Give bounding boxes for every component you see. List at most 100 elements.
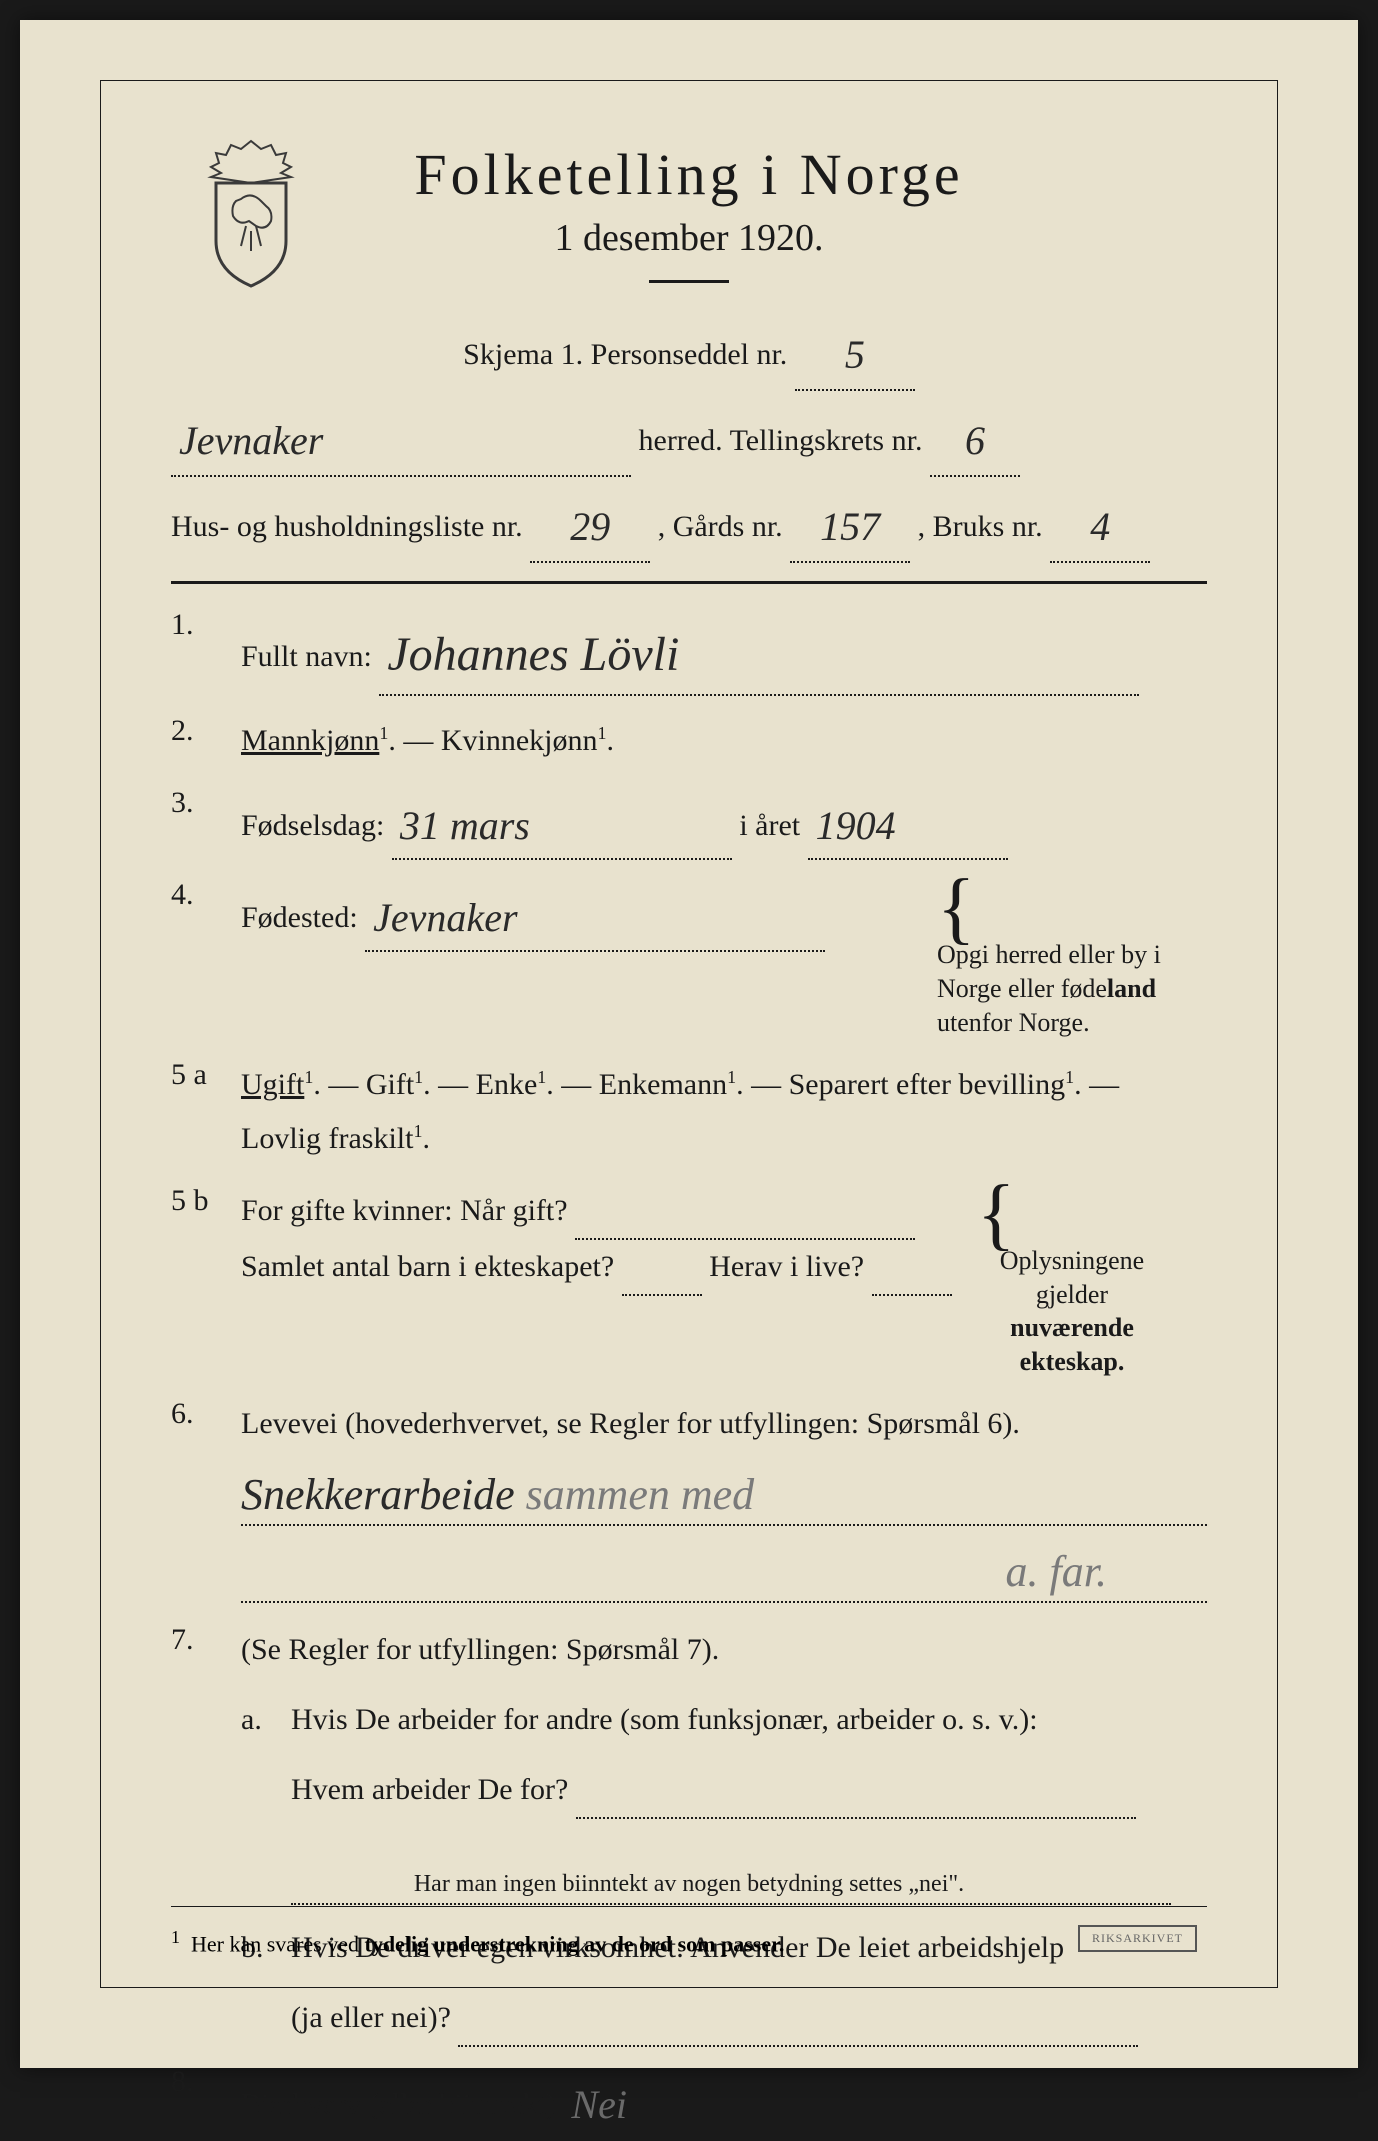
q3-label-a: Fødselsdag: [241,809,384,842]
title-underline [649,280,729,283]
q2-num: 2. [171,714,241,768]
q6-label: Levevei (hovederhvervet, se Regler for u… [241,1407,1020,1440]
q3-value-b: 1904 [816,790,896,862]
q7-body: (Se Regler for utfyllingen: Spørsmål 7).… [241,1623,1207,2047]
q5b-field1 [575,1184,915,1240]
tellingskrets-field: 6 [930,399,1020,477]
q6-body: Levevei (hovederhvervet, se Regler for u… [241,1397,1207,1451]
q5a-num: 5 a [171,1058,241,1166]
husliste-nr: 29 [570,489,610,565]
q3-field-b: 1904 [808,786,1008,860]
q4-value: Jevnaker [373,882,517,954]
q4-field: Jevnaker [365,878,825,952]
q4-note: Opgi herred eller by i Norge eller fødel… [937,938,1167,1039]
q4-label: Fødested: [241,901,358,934]
husliste-line: Hus- og husholdningsliste nr. 29 , Gårds… [171,485,1207,563]
q5b: 5 b For gifte kvinner: Når gift? Samlet … [171,1184,1207,1379]
footnote-sup: 1 [171,1927,180,1947]
q2-body: Mannkjønn1. — Kvinnekjønn1. [241,714,1207,768]
q2: 2. Mannkjønn1. — Kvinnekjønn1. [171,714,1207,768]
q3-num: 3. [171,786,241,860]
q5b-main: For gifte kvinner: Når gift? Samlet anta… [241,1184,967,1296]
q3-label-b: i året [739,809,800,842]
q4: 4. Fødested: Jevnaker { Opgi herred elle… [171,878,1207,1039]
q1-num: 1. [171,608,241,696]
q3-value-a: 31 mars [400,790,530,862]
q2-sup2: 1 [597,723,606,743]
q6: 6. Levevei (hovederhvervet, se Regler fo… [171,1397,1207,1451]
q4-note-wrap: { Opgi herred eller by i Norge eller fød… [927,878,1207,1039]
tellingskrets-nr: 6 [965,403,985,479]
husliste-label: Hus- og husholdningsliste nr. [171,510,523,543]
q6-val1: Snekkerarbeide [241,1470,515,1519]
gards-nr: 157 [820,489,880,565]
q5b-note: Oplysningene gjelder nuværende ekteskap. [977,1244,1167,1379]
q5b-note-wrap: { Oplysningene gjelder nuværende ekteska… [967,1184,1207,1379]
q5a-ugift: Ugift [241,1068,304,1101]
q5b-field2 [622,1240,702,1296]
q4-num: 4. [171,878,241,1039]
main-title: Folketelling i Norge [171,141,1207,208]
bruks-field: 4 [1050,485,1150,563]
footnote-1: Har man ingen biinntekt av nogen betydni… [171,1871,1207,1898]
q5b-line2a: Samlet antal barn i ekteskapet? [241,1250,614,1283]
header: Folketelling i Norge 1 desember 1920. [171,131,1207,283]
brace-icon-2: { [977,1184,1015,1244]
q7a-line1: Hvis De arbeider for andre (som funksjon… [291,1693,1171,1747]
footnote-2: 1 Her kan svares ved tydelig understrekn… [171,1927,1207,1957]
footnote-rule [171,1906,1207,1907]
q5a-body: Ugift1. — Gift1. — Enke1. — Enkemann1. —… [241,1058,1207,1166]
q8-field: Nei [563,2065,1083,2139]
q5a: 5 a Ugift1. — Gift1. — Enke1. — Enkemann… [171,1058,1207,1166]
q2-opt1: Mannkjønn [241,724,379,757]
q8: 8. Bierhverv (eller biinntekt) Nei [171,2065,1207,2139]
q1: 1. Fullt navn: Johannes Lövli [171,608,1207,696]
q5b-body: For gifte kvinner: Når gift? Samlet anta… [241,1184,1207,1379]
q1-field: Johannes Lövli [379,608,1139,696]
divider-1 [171,581,1207,584]
q3-field-a: 31 mars [392,786,732,860]
q8-num: 8. [171,2065,241,2139]
q7: 7. (Se Regler for utfyllingen: Spørsmål … [171,1623,1207,2047]
q6-value-line1: Snekkerarbeide sammen med [241,1469,1207,1526]
bruks-nr: 4 [1090,489,1110,565]
q7b-line2-wrap: (ja eller nei)? [291,1991,1138,2047]
q8-value: Nei [571,2069,627,2141]
schema-line: Skjema 1. Personseddel nr. 5 [171,313,1207,391]
page-border: Folketelling i Norge 1 desember 1920. Sk… [100,80,1278,1988]
herred-field: Jevnaker [171,399,631,477]
q6-value-line2: a. far. [241,1546,1207,1603]
title-block: Folketelling i Norge 1 desember 1920. [171,131,1207,283]
brace-icon: { [937,878,975,938]
q5b-line1a: For gifte kvinner: Når gift? [241,1194,568,1227]
bruks-label: , Bruks nr. [918,510,1043,543]
herred-label: herred. Tellingskrets nr. [639,424,923,457]
personseddel-field: 5 [795,313,915,391]
q8-body: Bierhverv (eller biinntekt) Nei [241,2065,1207,2139]
q7a-line2-wrap: Hvem arbeider De for? [291,1763,1171,1819]
herred-name: Jevnaker [179,403,323,479]
q1-value: Johannes Lövli [387,612,679,698]
subtitle: 1 desember 1920. [171,216,1207,260]
q7-label: (Se Regler for utfyllingen: Spørsmål 7). [241,1633,719,1666]
footnote-area: Har man ingen biinntekt av nogen betydni… [171,1861,1207,1957]
gards-field: 157 [790,485,910,563]
gards-label: , Gårds nr. [658,510,783,543]
q7b-field [458,1991,1138,2047]
coat-of-arms-icon [191,131,311,291]
personseddel-nr: 5 [845,317,865,393]
q6-val1-pencil: sammen med [526,1470,755,1519]
q2-sup1: 1 [379,723,388,743]
q5b-field3 [872,1240,952,1296]
q7a-field [576,1763,1136,1819]
document-page: Folketelling i Norge 1 desember 1920. Sk… [20,20,1358,2068]
q7b-line2: (ja eller nei)? [291,2001,451,2034]
husliste-field: 29 [530,485,650,563]
herred-line: Jevnaker herred. Tellingskrets nr. 6 [171,399,1207,477]
q5b-num: 5 b [171,1184,241,1379]
q7-num: 7. [171,1623,241,2047]
q8-label: Bierhverv (eller biinntekt) [241,2088,556,2121]
q6-num: 6. [171,1397,241,1451]
archive-stamp: RIKSARKIVET [1078,1925,1197,1952]
q4-body: Fødested: Jevnaker { Opgi herred eller b… [241,878,1207,1039]
